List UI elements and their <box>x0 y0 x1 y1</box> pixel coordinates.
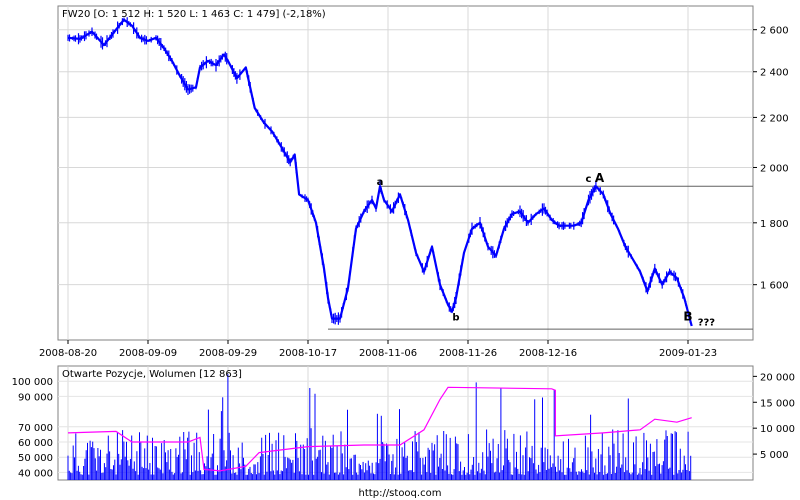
wave-label: c <box>586 174 592 185</box>
open-interest-axis: 100 000 90 000 70 000 60 000 50 000 40 000 <box>12 377 53 479</box>
open-interest-line <box>67 386 692 472</box>
price-reference-lines <box>328 185 753 330</box>
date-x-axis: 2008-08-20 2008-09-09 2008-09-29 2008-10-17… <box>39 340 717 359</box>
price-y-axis: 2 600 2 400 2 200 2 000 1 800 1 600 <box>753 26 789 292</box>
wave-label: A <box>595 171 605 185</box>
open-interest-tick-label: 50 000 <box>18 453 53 464</box>
x-tick-label: 2008-09-09 <box>119 348 177 359</box>
open-interest-tick-label: 100 000 <box>12 377 53 388</box>
y-tick-label: 2 600 <box>760 26 789 37</box>
volume-bars <box>67 374 692 480</box>
open-interest-tick-label: 60 000 <box>18 438 53 449</box>
x-tick-label: 2008-10-17 <box>279 348 337 359</box>
volume-tick-label: 10 000 <box>760 424 795 435</box>
x-tick-label: 2008-11-06 <box>359 348 417 359</box>
price-series <box>67 17 693 327</box>
open-interest-tick-label: 90 000 <box>18 392 53 403</box>
y-tick-label: 2 000 <box>760 163 789 174</box>
price-header: FW20 [O: 1 512 H: 1 520 L: 1 463 C: 1 47… <box>62 9 326 20</box>
wave-label: a <box>377 177 384 188</box>
x-tick-label: 2008-09-29 <box>199 348 257 359</box>
volume-tick-label: 5 000 <box>760 450 789 461</box>
wave-label: b <box>452 312 459 323</box>
x-tick-label: 2008-08-20 <box>39 348 97 359</box>
x-tick-label: 2008-12-16 <box>519 348 577 359</box>
price-annotations: a b c A B??? <box>377 171 716 328</box>
open-interest-tick-label: 40 000 <box>18 468 53 479</box>
x-tick-label: 2009-01-23 <box>659 348 717 359</box>
volume-header: Otwarte Pozycje, Wolumen [12 863] <box>62 369 242 380</box>
y-tick-label: 2 200 <box>760 113 789 124</box>
volume-tick-label: 15 000 <box>760 398 795 409</box>
wave-label: B <box>683 309 692 323</box>
y-tick-label: 2 400 <box>760 68 789 79</box>
footer-link[interactable]: http://stooq.com <box>359 488 442 499</box>
open-interest-tick-label: 70 000 <box>18 423 53 434</box>
open-interest-path <box>67 386 692 472</box>
y-tick-label: 1 800 <box>760 219 789 230</box>
wave-label: ??? <box>698 318 716 329</box>
volume-axis: 20 000 15 000 10 000 5 000 <box>753 372 795 461</box>
x-tick-label: 2008-11-26 <box>439 348 497 359</box>
y-tick-label: 1 600 <box>760 281 789 292</box>
volume-tick-label: 20 000 <box>760 372 795 383</box>
price-grid <box>58 6 753 340</box>
